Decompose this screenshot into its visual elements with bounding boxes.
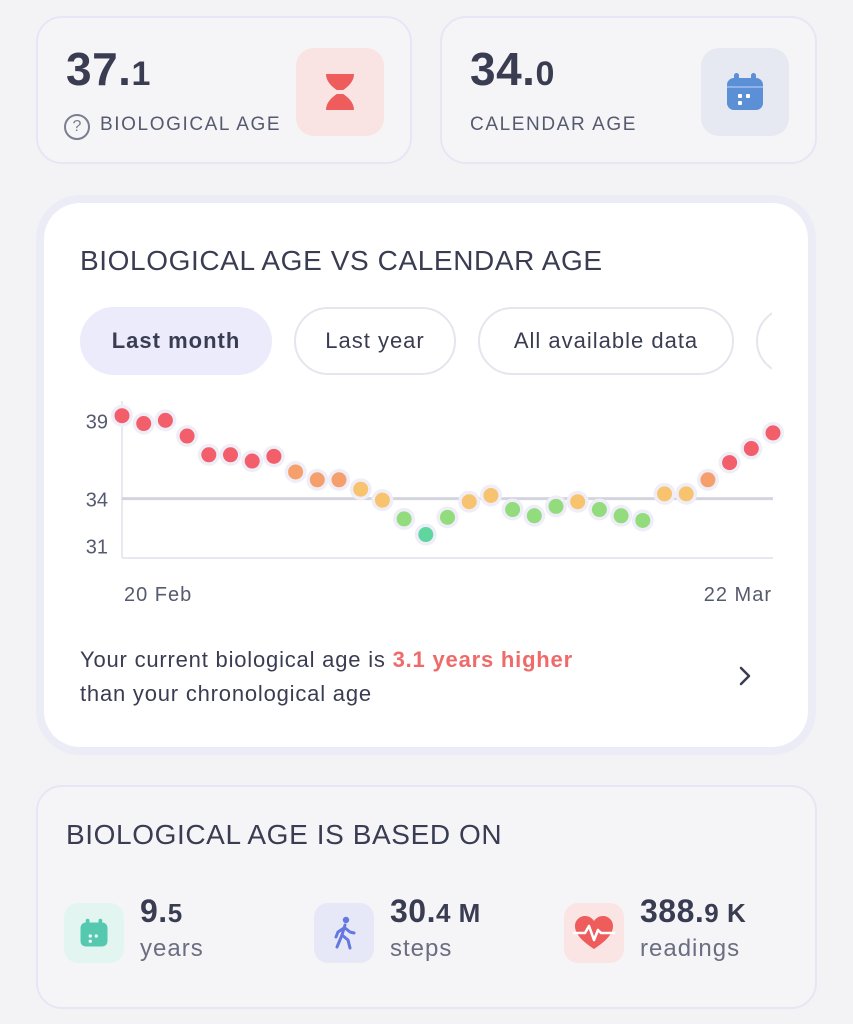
tab-all-available-data[interactable]: All available data [478,307,734,375]
chevron-right-icon[interactable] [738,665,752,687]
hourglass-icon [326,74,354,110]
years-unit: years [140,935,204,962]
data-point[interactable] [114,408,130,424]
metric-readings: 388.9 K readings [564,893,804,969]
data-point[interactable] [505,502,521,518]
data-point[interactable] [743,441,759,457]
data-point[interactable] [331,472,347,488]
readings-unit: readings [640,935,741,962]
data-point[interactable] [396,511,412,527]
data-point[interactable] [374,492,390,508]
data-point[interactable] [700,472,716,488]
years-badge [64,903,124,963]
data-point[interactable] [613,508,629,524]
data-point[interactable] [440,509,455,525]
steps-badge [314,903,374,963]
data-point[interactable] [223,447,238,463]
age-difference-highlight: 3.1 years higher [392,647,573,672]
steps-value: 30.4 M [390,893,481,929]
data-point[interactable] [526,508,542,524]
biological-age-value: 37.1 [66,43,151,95]
readings-value: 388.9 K [640,893,747,929]
metric-steps: 30.4 M steps [314,893,544,969]
walking-person-icon [334,916,356,950]
data-point[interactable] [635,512,651,528]
y-tick-label: 34 [86,490,108,512]
data-point[interactable] [570,494,586,510]
data-point[interactable] [201,447,217,463]
help-icon[interactable]: ? [64,114,90,140]
calendar-age-label: CALENDAR AGE [470,114,638,135]
data-point[interactable] [548,498,564,514]
data-point[interactable] [722,455,738,471]
calendar-age-card[interactable]: 34.0 CALENDAR AGE [440,16,817,164]
y-tick-label: 39 [86,411,108,433]
calendar-icon [727,73,763,110]
data-point[interactable] [657,486,672,502]
heart-pulse-icon [572,916,616,949]
data-point[interactable] [179,428,195,444]
x-tick-label: 20 Feb [124,584,192,606]
tab-more[interactable] [756,307,772,375]
based-on-title: BIOLOGICAL AGE IS BASED ON [66,819,503,850]
chart-card-title: BIOLOGICAL AGE VS CALENDAR AGE [80,245,603,276]
range-tabs: Last month Last year All available data [80,307,772,379]
biological-age-card[interactable]: 37.1 ? BIOLOGICAL AGE [36,16,412,164]
tab-last-year[interactable]: Last year [294,307,456,375]
calendar-age-value: 34.0 [470,43,555,95]
data-point[interactable] [461,494,477,510]
age-chart-card: BIOLOGICAL AGE VS CALENDAR AGE Last mont… [44,203,808,747]
data-point[interactable] [678,486,694,502]
data-point[interactable] [765,425,781,441]
tab-last-month[interactable]: Last month [80,307,272,375]
data-point[interactable] [288,464,304,480]
based-on-card: BIOLOGICAL AGE IS BASED ON 9.5 years 30.… [36,785,817,1009]
data-point[interactable] [483,487,499,503]
data-point[interactable] [157,412,173,428]
metric-years: 9.5 years [64,893,294,969]
data-point[interactable] [353,481,369,497]
y-tick-label: 31 [86,536,108,558]
data-point[interactable] [244,453,260,469]
calendar-badge [701,48,789,136]
data-point[interactable] [136,416,152,432]
years-value: 9.5 [140,893,183,929]
biological-age-label: BIOLOGICAL AGE [100,114,282,135]
readings-badge [564,903,624,963]
calendar-icon [80,918,108,947]
data-point[interactable] [309,472,325,488]
data-point[interactable] [591,502,607,518]
data-point[interactable] [266,448,282,464]
hourglass-badge [296,48,384,136]
steps-unit: steps [390,935,453,962]
age-scatter-chart: 39 34 31 20 Feb 22 Mar [86,401,784,606]
age-summary-text[interactable]: Your current biological age is 3.1 years… [80,647,573,706]
x-tick-label: 22 Mar [704,584,772,606]
data-point[interactable] [418,527,434,543]
